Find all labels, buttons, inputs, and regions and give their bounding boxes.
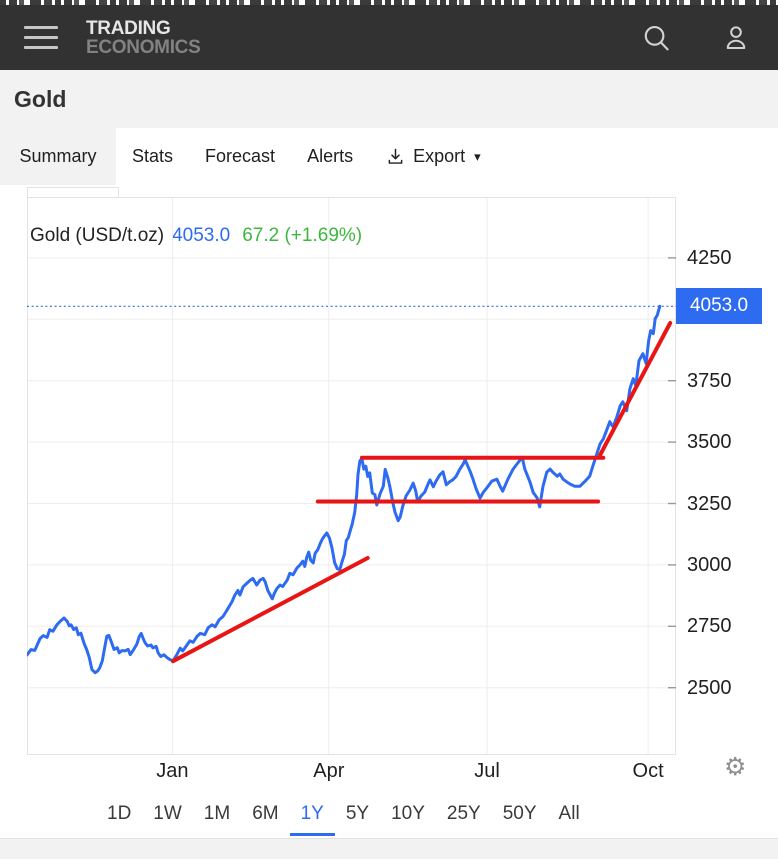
range-button-25y[interactable]: 25Y [446, 803, 481, 824]
tab-forecast[interactable]: Forecast [189, 128, 291, 185]
y-axis-label: 3750 [687, 369, 732, 392]
price-line [27, 304, 662, 675]
range-selector: 1D 1W 1M 6M 1Y 5Y 10Y 25Y 50Y All [0, 790, 778, 839]
current-price-badge-label: 4053.0 [689, 295, 749, 316]
tab-export[interactable]: Export ▾ [369, 128, 497, 185]
search-icon[interactable] [639, 21, 673, 55]
price-change-value: 67.2 (+1.69%) [242, 225, 363, 246]
y-axis-label: 3500 [687, 431, 732, 454]
chart-settings-gear-icon[interactable]: ⚙ [724, 753, 747, 781]
tab-label: Alerts [307, 146, 354, 166]
plot-border [27, 197, 676, 755]
range-button-1w[interactable]: 1W [153, 803, 182, 824]
current-price-badge: 4053.0 [676, 288, 762, 324]
tab-alerts[interactable]: Alerts [291, 128, 369, 185]
tab-stats[interactable]: Stats [116, 128, 189, 185]
tab-label: Summary [19, 146, 97, 166]
range-button-1d[interactable]: 1D [107, 803, 132, 824]
title-bar: Gold [0, 70, 778, 128]
instrument-label: Gold (USD/t.oz) [30, 225, 165, 246]
chart-top-left-border-artifact [27, 187, 119, 198]
y-axis-label: 2750 [687, 615, 732, 638]
top-header: TRADING ECONOMICS [0, 5, 778, 70]
range-button-1y[interactable]: 1Y [289, 792, 335, 836]
footer-strip [0, 839, 778, 859]
tab-label: Forecast [205, 146, 276, 166]
chart-legend: Gold (USD/t.oz) 4053.0 67.2 (+1.69%) [30, 225, 362, 247]
range-button-all[interactable]: All [558, 803, 580, 824]
tab-bar: Summary Stats Forecast Alerts Export ▾ [0, 128, 778, 185]
y-axis-label: 4250 [687, 246, 732, 269]
logo-line-1: TRADING [86, 17, 171, 39]
range-button-1m[interactable]: 1M [203, 803, 231, 824]
caret-down-icon: ▾ [474, 148, 481, 164]
y-axis-label: 3250 [687, 492, 732, 515]
range-button-50y[interactable]: 50Y [502, 803, 537, 824]
chart-card: Gold (USD/t.oz) 4053.0 67.2 (+1.69%) 4250 3… [0, 185, 778, 790]
range-button-10y[interactable]: 10Y [391, 803, 425, 824]
range-button-6m[interactable]: 6M [252, 803, 279, 824]
price-chart-plot[interactable] [27, 197, 676, 755]
y-axis-label: 2500 [687, 676, 732, 699]
last-price-value: 4053.0 [172, 225, 231, 246]
tab-summary[interactable]: Summary [0, 128, 116, 185]
menu-icon[interactable] [24, 26, 58, 49]
trading-economics-logo[interactable]: TRADING ECONOMICS [86, 17, 201, 58]
user-account-icon[interactable] [720, 22, 752, 54]
range-button-5y[interactable]: 5Y [345, 803, 370, 824]
y-axis-label: 3000 [687, 553, 732, 576]
cropped-ticker-strip [0, 0, 778, 5]
trendline-uptrend-1 [171, 556, 370, 664]
page-title: Gold [14, 85, 67, 112]
download-icon [388, 148, 403, 164]
trendline-uptrend-2 [598, 321, 673, 457]
x-axis-label: Jul [474, 760, 500, 782]
tab-label: Export [413, 146, 466, 166]
logo-line-2: ECONOMICS [86, 36, 201, 58]
x-axis-label: Oct [632, 760, 664, 782]
tab-label: Stats [132, 146, 174, 166]
x-axis-label: Jan [156, 760, 189, 782]
x-axis-label: Apr [313, 760, 345, 782]
